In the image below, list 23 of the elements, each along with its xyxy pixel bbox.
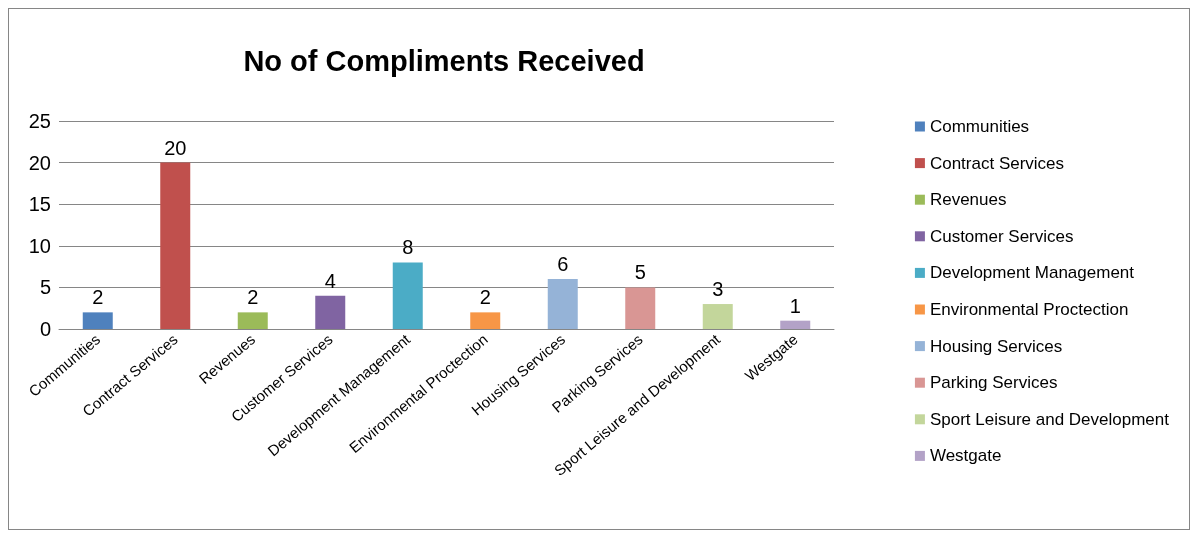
data-label: 2 <box>247 286 259 309</box>
y-tick-label: 25 <box>28 110 51 132</box>
y-tick-label: 5 <box>39 276 51 299</box>
data-label: 1 <box>789 294 801 317</box>
y-tick-label: 15 <box>28 193 51 216</box>
data-label: 2 <box>479 286 491 309</box>
legend-label: Development Management <box>929 263 1135 283</box>
data-label: 20 <box>164 136 187 159</box>
data-label: 5 <box>634 261 646 284</box>
y-tick-label: 0 <box>39 318 51 340</box>
data-label: 6 <box>557 253 569 276</box>
legend-label: Environmental Proctection <box>929 300 1129 319</box>
legend-label: Contract Services <box>929 153 1065 173</box>
data-label: 8 <box>402 236 414 259</box>
legend-label: Revenues <box>929 190 1007 210</box>
y-tick-label: 10 <box>28 234 51 257</box>
legend-label: Customer Services <box>929 226 1074 246</box>
chart-title: No of Compliments Received <box>243 44 645 77</box>
data-label: 4 <box>324 269 336 292</box>
data-label: 2 <box>92 286 104 309</box>
y-tick-label: 20 <box>28 151 51 174</box>
legend-label: Communities <box>929 117 1030 136</box>
data-label: 3 <box>712 278 724 301</box>
